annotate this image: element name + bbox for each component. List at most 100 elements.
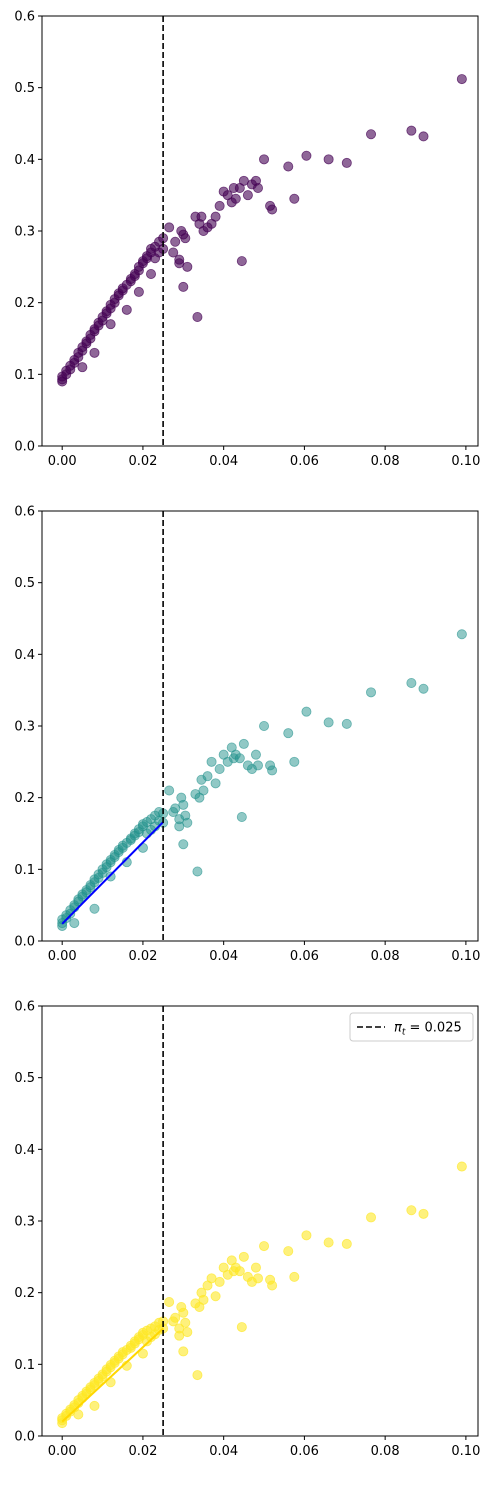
y-tick-label: 0.1: [14, 1358, 35, 1373]
y-tick-label: 0.2: [14, 791, 35, 806]
x-tick-label: 0.10: [451, 1444, 480, 1459]
y-tick-label: 0.0: [14, 440, 35, 455]
x-tick-label: 0.04: [209, 1444, 238, 1459]
x-tick-label: 0.06: [290, 454, 319, 469]
x-tick-label: 0.08: [371, 1444, 400, 1459]
scatter-point: [121, 304, 132, 315]
scatter-point: [406, 1205, 417, 1216]
y-tick-label: 0.2: [14, 1286, 35, 1301]
scatter-point: [182, 1327, 193, 1338]
scatter-point: [230, 193, 241, 204]
scatter-point: [267, 204, 278, 215]
scatter-point: [178, 1307, 189, 1318]
scatter-point: [259, 721, 270, 732]
scatter-point: [301, 150, 312, 161]
scatter-point: [250, 749, 261, 760]
scatter-point: [289, 193, 300, 204]
scatter-point: [69, 918, 80, 929]
scatter-point: [341, 157, 352, 168]
scatter-point: [198, 1294, 209, 1305]
y-tick-label: 0.4: [14, 1143, 35, 1158]
scatter-point: [196, 211, 207, 222]
y-tick-label: 0.1: [14, 863, 35, 878]
scatter-point: [170, 1312, 181, 1323]
y-tick-label: 0.6: [14, 10, 35, 25]
plot-area: [57, 16, 467, 446]
x-tick-label: 0.06: [290, 949, 319, 964]
x-tick-label: 0.10: [451, 454, 480, 469]
scatter-point: [168, 247, 179, 258]
scatter-panel-2: 0.00 0.02 0.04 0.06 0.08 0.10 0.0 0.1 0.2 0.3 0.4 0…: [14, 505, 480, 965]
scatter-point: [210, 211, 221, 222]
scatter-point: [89, 347, 100, 358]
scatter-point: [267, 1280, 278, 1291]
y-tick-label: 0.2: [14, 296, 35, 311]
y-tick-label: 0.6: [14, 505, 35, 520]
x-tick-label: 0.10: [451, 949, 480, 964]
scatter-point: [341, 718, 352, 729]
x-tick-label: 0.04: [209, 949, 238, 964]
x-tick-label: 0.02: [128, 1444, 157, 1459]
scatter-point: [283, 1246, 294, 1257]
scatter-point: [164, 785, 175, 796]
scatter-point: [180, 810, 191, 821]
scatter-point: [234, 753, 245, 764]
scatter-point: [164, 222, 175, 233]
scatter-point: [252, 1273, 263, 1284]
y-tick-label: 0.3: [14, 225, 35, 240]
scatter-point: [259, 154, 270, 165]
scatter-point: [323, 154, 334, 165]
scatter-point: [267, 765, 278, 776]
y-tick-label: 0.6: [14, 1000, 35, 1015]
y-tick-label: 0.1: [14, 368, 35, 383]
scatter-point: [283, 161, 294, 172]
x-tick-label: 0.04: [209, 454, 238, 469]
scatter-point: [236, 256, 247, 267]
x-tick-label: 0.02: [128, 949, 157, 964]
x-tick-label: 0.00: [48, 454, 77, 469]
scatter-point: [133, 286, 144, 297]
y-tick-label: 0.5: [14, 1071, 35, 1086]
scatter-point: [192, 866, 203, 877]
scatter-point: [198, 785, 209, 796]
x-tick-label: 0.02: [128, 454, 157, 469]
scatter-point: [418, 131, 429, 142]
scatter-point: [289, 756, 300, 767]
scatter-panel-1: 0.00 0.02 0.04 0.06 0.08 0.10 0.0 0.1 0.2 0.3 0.4 0…: [14, 10, 480, 470]
scatter-point: [366, 687, 377, 698]
legend-box: [349, 1012, 474, 1042]
x-tick-label: 0.00: [48, 949, 77, 964]
scatter-point: [242, 190, 253, 201]
y-tick-label: 0.3: [14, 720, 35, 735]
scatter-point: [252, 182, 263, 193]
scatter-point: [77, 362, 88, 373]
scatter-point: [366, 129, 377, 140]
scatter-point: [456, 629, 467, 640]
y-tick-label: 0.0: [14, 1430, 35, 1445]
scatter-point: [206, 756, 217, 767]
scatter-point: [214, 764, 225, 775]
plot-area: [57, 511, 467, 941]
scatter-point: [341, 1238, 352, 1249]
y-tick-label: 0.5: [14, 576, 35, 591]
scatter-point: [250, 1262, 261, 1273]
x-tick-label: 0.06: [290, 1444, 319, 1459]
legend: πt = 0.025: [349, 1012, 474, 1042]
scatter-point: [210, 778, 221, 789]
y-tick-label: 0.0: [14, 935, 35, 950]
scatter-point: [174, 254, 185, 265]
scatter-point: [178, 1346, 189, 1357]
scatter-point: [238, 1251, 249, 1262]
scatter-point: [456, 1161, 467, 1172]
scatter-point: [323, 717, 334, 728]
scatter-point: [236, 812, 247, 823]
scatter-point: [145, 268, 156, 279]
scatter-point: [192, 311, 203, 322]
scatter-point: [182, 261, 193, 272]
legend-label-symbol: π: [394, 1021, 402, 1036]
scatter-point: [180, 233, 191, 244]
scatter-point: [170, 236, 181, 247]
scatter-point: [105, 319, 116, 330]
scatter-point: [418, 683, 429, 694]
